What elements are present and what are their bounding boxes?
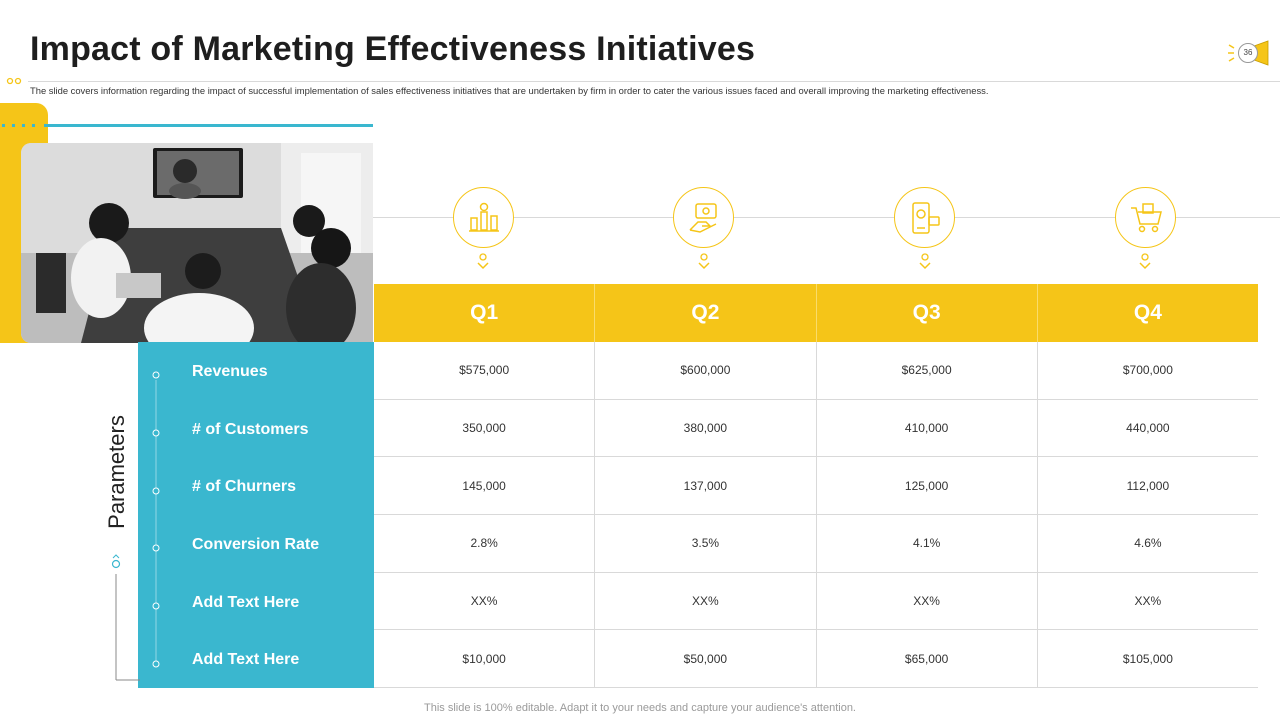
parameter-panel: [138, 342, 374, 688]
row-label-conversion-rate: Conversion Rate: [192, 536, 320, 553]
column-header-q2: Q2: [595, 284, 817, 342]
table-cell: 112,000: [1126, 478, 1170, 493]
chevron-down-icon: [1139, 253, 1151, 270]
table-row: 145,000 137,000 125,000 112,000: [374, 457, 1258, 515]
table-cell: $50,000: [595, 630, 817, 687]
shopping-cart-icon: [1115, 187, 1176, 248]
teal-dashes: [2, 124, 35, 127]
table-cell: 440,000: [1126, 420, 1170, 435]
table-cell: XX%: [817, 572, 1038, 630]
table-cell: 3.5%: [595, 514, 817, 572]
table-cell: 4.6%: [1134, 536, 1162, 551]
quarter-header-row: Q1 Q2 Q3 Q4: [374, 284, 1258, 342]
hand-with-card-icon: [673, 187, 734, 248]
table-row: 2.8% 3.5% 4.1% 4.6%: [374, 514, 1258, 573]
table-cell: XX%: [374, 572, 596, 630]
table-cell: XX%: [595, 572, 817, 630]
table-cell: $700,000: [1122, 363, 1173, 378]
table-cell: $10,000: [374, 630, 596, 687]
column-header-q4: Q4: [1133, 301, 1162, 324]
meeting-photo: [21, 143, 373, 343]
table-cell: 350,000: [374, 399, 596, 457]
row-label-placeholder-1: Add Text Here: [192, 594, 300, 611]
table-cell: 145,000: [374, 457, 596, 514]
column-header-q3: Q3: [817, 284, 1038, 342]
chevron-down-icon: [698, 253, 710, 270]
table-cell: 137,000: [595, 457, 817, 514]
table-cell: 2.8%: [374, 514, 596, 572]
parameters-vertical-label: Parameters: [104, 415, 129, 529]
table-cell: 380,000: [595, 399, 817, 457]
mobile-app-icon: [894, 187, 955, 248]
table-cell: 4.1%: [817, 514, 1038, 572]
table-cell: $105,000: [1122, 651, 1173, 666]
footer-note: This slide is 100% editable. Adapt it to…: [424, 702, 856, 714]
table-row: $10,000 $50,000 $65,000 $105,000: [374, 630, 1258, 688]
table-cell: $575,000: [374, 342, 596, 399]
table-row: $575,000 $600,000 $625,000 $700,000: [374, 342, 1258, 400]
timeline-line: [373, 217, 1280, 218]
title-divider: [28, 81, 1280, 82]
row-label-placeholder-2: Add Text Here: [192, 651, 300, 668]
column-header-q1: Q1: [374, 284, 596, 342]
chevron-down-icon: [477, 253, 489, 270]
data-table: $575,000 $600,000 $625,000 $700,000 350,…: [374, 342, 1258, 688]
slide-title: Impact of Marketing Effectiveness Initia…: [30, 30, 756, 68]
page-number: 36: [1238, 43, 1258, 63]
table-cell: 125,000: [817, 457, 1038, 514]
table-row: XX% XX% XX% XX%: [374, 572, 1258, 631]
table-cell: 410,000: [817, 399, 1038, 457]
row-label-revenues: Revenues: [192, 363, 268, 380]
decorative-dots-icon: [6, 77, 22, 85]
table-cell: $625,000: [817, 342, 1038, 399]
row-label-churners: # of Churners: [192, 478, 297, 495]
table-cell: $65,000: [817, 630, 1038, 687]
chevron-down-icon: [919, 253, 931, 270]
slide-subtitle: The slide covers information regarding t…: [30, 85, 989, 96]
teal-accent-line: [44, 124, 373, 127]
table-cell: XX%: [1134, 593, 1162, 608]
table-row: 350,000 380,000 410,000 440,000: [374, 399, 1258, 458]
table-cell: $600,000: [595, 342, 817, 399]
parameter-tree-connector: [111, 371, 160, 681]
bar-chart-award-icon: [453, 187, 514, 248]
row-label-customers: # of Customers: [192, 421, 309, 438]
